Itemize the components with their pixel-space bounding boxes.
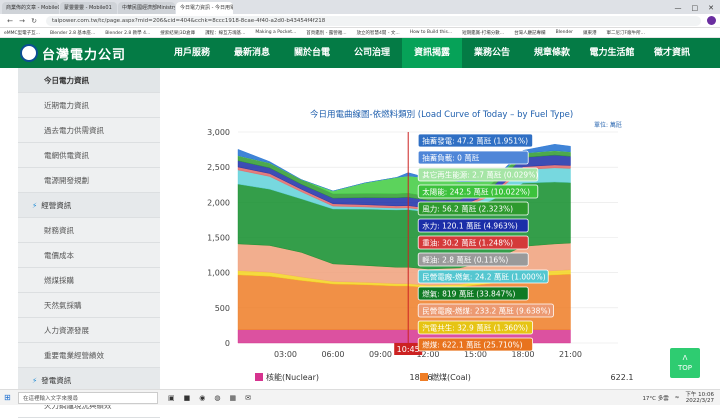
tooltip-text: 燃氣: 819 萬瓩 (33.847%) <box>422 289 515 299</box>
y-tick-label: 1,500 <box>207 234 230 243</box>
y-tick-label: 1,000 <box>207 269 230 278</box>
taskbar-search-input[interactable]: 在這裡輸入文字來搜尋 <box>18 392 158 404</box>
legend-swatch <box>255 373 263 381</box>
wifi-icon[interactable]: ≈ <box>675 395 680 401</box>
tooltip-text: 抽蓄發電: 47.2 萬瓩 (1.951%) <box>422 136 528 146</box>
tooltip-text: 水力: 120.1 萬瓩 (4.963%) <box>422 221 518 231</box>
x-tick-label: 06:00 <box>321 350 344 359</box>
y-tick-label: 2,500 <box>207 163 230 172</box>
legend-label[interactable]: 核能(Nuclear) <box>266 372 319 382</box>
tooltip-text: 重油: 30.2 萬瓩 (1.248%) <box>422 238 513 248</box>
tooltip-text: 風力: 56.2 萬瓩 (2.323%) <box>422 204 513 214</box>
task-view-icon[interactable]: ▣ <box>168 394 175 402</box>
tooltip-text: 太陽能: 242.5 萬瓩 (10.022%) <box>422 187 530 197</box>
tooltip-text: 其它再生能源: 2.7 萬瓩 (0.029%) <box>422 170 538 180</box>
store-icon[interactable]: ▦ <box>229 394 236 402</box>
tooltip-text: 民營電廠-燃氣: 24.2 萬瓩 (1.000%) <box>422 272 546 282</box>
weather-text: 17°C 多雲 <box>642 394 668 402</box>
cursor-time-label: 10:45 <box>397 345 420 354</box>
mail-icon[interactable]: ✉ <box>245 394 251 402</box>
legend-swatch <box>420 373 428 381</box>
tooltip-text: 燃煤: 622.1 萬瓩 (25.710%) <box>422 340 522 350</box>
top-label: TOP <box>670 363 700 373</box>
taskbar-apps: ▣ ■ ◉ ◍ ▦ ✉ <box>168 394 251 402</box>
legend-label[interactable]: 燃煤(Coal) <box>431 372 471 382</box>
tooltip-text: 汽電共生: 32.9 萬瓩 (1.360%) <box>422 323 528 333</box>
folder-icon[interactable]: ■ <box>184 394 191 402</box>
y-tick-label: 500 <box>215 304 230 313</box>
legend-value: 622.1 <box>611 373 634 382</box>
tooltip-text: 抽蓄負載: 0 萬瓩 <box>422 153 480 163</box>
clock-date: 2022/3/27 <box>685 398 714 404</box>
load-curve-chart[interactable]: 3,000 2,500 2,000 1,500 1,000 500 0 03:00 06:00 0… <box>0 0 720 405</box>
y-tick-label: 2,000 <box>207 198 230 207</box>
y-tick-label: 0 <box>225 339 230 348</box>
arrow-up-icon: Λ <box>670 353 700 363</box>
x-tick-label: 09:00 <box>369 350 392 359</box>
y-tick-label: 3,000 <box>207 128 230 137</box>
x-tick-label: 21:00 <box>559 350 582 359</box>
clock-time: 下午 10:06 <box>685 392 714 398</box>
tooltip-text: 輕油: 2.8 萬瓩 (0.116%) <box>422 255 508 265</box>
tooltip-text: 民營電廠-燃煤: 233.2 萬瓩 (9.638%) <box>422 306 550 316</box>
chrome-icon[interactable]: ◉ <box>199 394 205 402</box>
windows-start-icon[interactable]: ⊞ <box>4 393 14 403</box>
edge-icon[interactable]: ◍ <box>214 394 220 402</box>
x-tick-label: 03:00 <box>274 350 297 359</box>
